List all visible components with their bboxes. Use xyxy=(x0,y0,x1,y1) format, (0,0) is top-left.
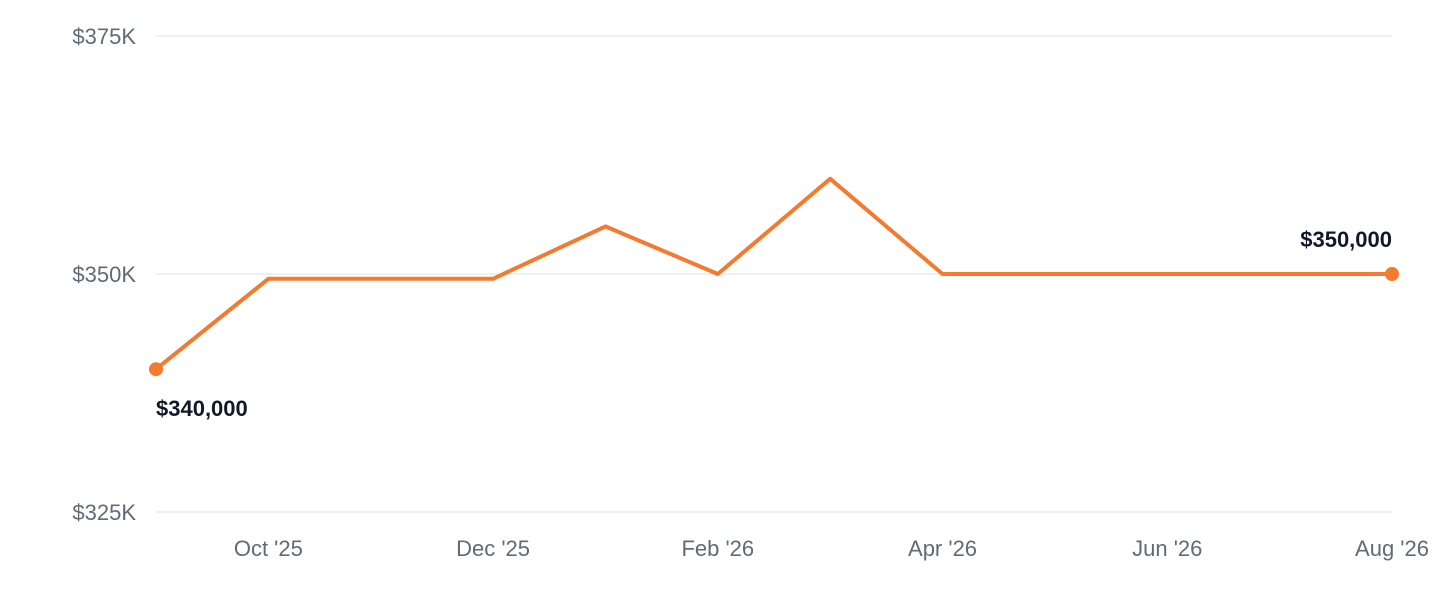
y-axis-ticks: $375K $350K $325K xyxy=(72,24,136,525)
x-tick-label: Feb '26 xyxy=(681,536,754,561)
price-series-line xyxy=(154,176,1392,371)
y-tick-label: $325K xyxy=(72,500,136,525)
x-tick-label: Aug '26 xyxy=(1355,536,1429,561)
x-tick-label: Dec '25 xyxy=(456,536,530,561)
x-tick-label: Oct '25 xyxy=(234,536,303,561)
x-tick-label: Apr '26 xyxy=(908,536,977,561)
annotation-labels: $340,000 $350,000 xyxy=(156,227,1392,421)
y-tick-label: $375K xyxy=(72,24,136,49)
y-tick-label: $350K xyxy=(72,262,136,287)
start-point-marker xyxy=(149,362,163,377)
x-axis-ticks: Oct '25 Dec '25 Feb '26 Apr '26 Jun '26 Aug '… xyxy=(234,536,1429,561)
start-value-label: $340,000 xyxy=(156,396,248,421)
x-tick-label: Jun '26 xyxy=(1132,536,1202,561)
series-group xyxy=(149,176,1399,377)
end-value-label: $350,000 xyxy=(1300,227,1392,252)
end-point-marker xyxy=(1385,267,1399,281)
